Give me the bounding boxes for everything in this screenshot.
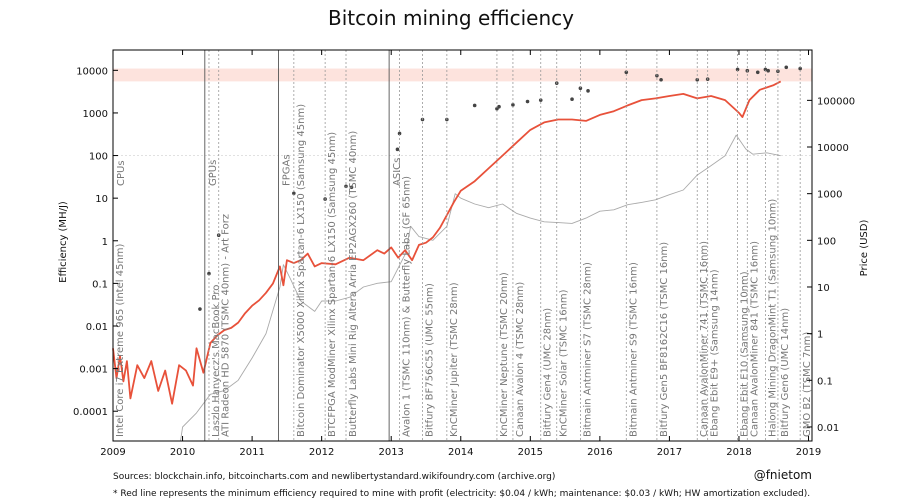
hardware-point bbox=[766, 68, 770, 73]
y2-tick-label: 100 bbox=[817, 236, 836, 247]
hardware-label: Bitmain Antminer S9 (TSMC 16nm) bbox=[628, 262, 639, 437]
hardware-point bbox=[798, 66, 802, 71]
hardware-label: Bitfury Gen4 (UMC 28nm) bbox=[543, 308, 554, 437]
y2-tick-label: 0.1 bbox=[817, 376, 833, 387]
era-markers: CPUs GPUs FPGAs ASICs bbox=[116, 50, 403, 441]
hardware-label: Bitfury BF756C55 (UMC 55nm) bbox=[425, 283, 436, 437]
y-tick-label: 0.1 bbox=[92, 279, 108, 290]
chart-title: Bitcoin mining efficiency bbox=[328, 6, 574, 30]
hardware-label: Canaan AvalonMiner 841 (TSMC 16nm) bbox=[749, 241, 760, 437]
hardware-point bbox=[472, 103, 477, 108]
y2-axis-label: Price (USD) bbox=[859, 220, 870, 277]
y2-tick-label: 0.01 bbox=[817, 423, 839, 434]
efficiency-series bbox=[112, 80, 782, 405]
hardware-label: Ebang Ebit E9+ (Samsung 14nm) bbox=[710, 269, 721, 437]
plot-frame bbox=[112, 49, 813, 442]
axes: 2009 2010 2011 2012 2013 2014 2015 2016 2017 2018… bbox=[73, 50, 855, 458]
hardware-point bbox=[397, 131, 402, 136]
x-tick-label: 2013 bbox=[378, 447, 403, 458]
hardware-point bbox=[659, 77, 663, 82]
x-tick-label: 2017 bbox=[657, 447, 682, 458]
hardware-label: Canaan Avalon 4 (TSMC 28nm) bbox=[515, 282, 526, 437]
era-label: CPUs bbox=[116, 160, 127, 186]
y2-tick-label: 100000 bbox=[817, 96, 855, 107]
hardware-label: KnCMiner Neptune (TSMC 20nm) bbox=[499, 272, 510, 437]
hardware-label: BTCFPGA ModMiner Xilinx Spartan-6 LX150 … bbox=[327, 132, 338, 437]
x-tick-label: 2018 bbox=[726, 447, 751, 458]
era-label: ASICs bbox=[392, 158, 403, 186]
hardware-label: GMO B2 (TSMC 7nm) bbox=[802, 332, 813, 437]
y-tick-label: 1000 bbox=[83, 109, 108, 120]
x-tick-label: 2015 bbox=[518, 447, 543, 458]
sources-note: Sources: blockchain.info, bitcoincharts.… bbox=[113, 472, 555, 482]
author-handle: @fnietom bbox=[754, 468, 812, 482]
hardware-label: Butterfly Labs Mini Rig Altera Arria EP2… bbox=[348, 131, 359, 437]
hardware-point bbox=[525, 99, 530, 104]
hardware-label: Intel Core i7 Extreme 965 (Intel 45nm) bbox=[115, 243, 126, 437]
y-tick-label: 0.0001 bbox=[73, 407, 108, 418]
hardware-point bbox=[763, 67, 768, 72]
hardware-point bbox=[735, 67, 740, 72]
hardware-point bbox=[570, 97, 574, 102]
hardware-point bbox=[292, 191, 296, 196]
x-tick-label: 2012 bbox=[309, 447, 334, 458]
x-tick-label: 2019 bbox=[796, 447, 821, 458]
hardware-label: Canaan AvalonMiner 741 (TSMC 16nm) bbox=[699, 241, 710, 437]
hardware-label: Bitcoin Dominator X5000 Xilinx Spartan-6… bbox=[296, 104, 307, 437]
x-tick-label: 2014 bbox=[448, 447, 473, 458]
x-tick-label: 2009 bbox=[100, 447, 125, 458]
hardware-label: Avalon 1 (TSMC 110nm) & Butterfly Labs (… bbox=[402, 176, 413, 437]
hardware-label: Ebang Ebit E10 (Samsung 10nm) bbox=[740, 271, 751, 437]
hardware-point bbox=[497, 104, 501, 109]
hardware-point bbox=[624, 70, 629, 75]
profitability-band bbox=[113, 68, 812, 82]
era-label: FPGAs bbox=[282, 154, 293, 186]
y2-tick-label: 1 bbox=[817, 330, 823, 341]
efficiency-line bbox=[112, 80, 782, 405]
y-tick-label: 100 bbox=[89, 152, 108, 163]
y2-tick-label: 10 bbox=[817, 283, 830, 294]
x-tick-label: 2010 bbox=[170, 447, 195, 458]
y-tick-label: 1 bbox=[102, 237, 108, 248]
hardware-label: Halong Mining DragonMint T1 (Samsung 10n… bbox=[767, 199, 778, 437]
hardware-label: KnCMiner Solar (TSMC 16nm) bbox=[559, 289, 570, 437]
hardware-label: Bitfury Gen6 (UMC 14nm) bbox=[780, 308, 791, 437]
y-tick-label: 10 bbox=[95, 194, 108, 205]
hardware-point bbox=[198, 307, 202, 311]
y2-tick-label: 10000 bbox=[817, 143, 849, 154]
y-tick-label: 0.001 bbox=[79, 365, 108, 376]
hardware-point bbox=[538, 98, 543, 102]
hardware-label: Bitmain Antminer S7 (TSMC 28nm) bbox=[582, 262, 593, 437]
hardware-label: Bitfury Gen5 BF8162C16 (TSMC 16nm) bbox=[659, 242, 670, 437]
hardware-point bbox=[586, 89, 590, 93]
hardware-point bbox=[755, 70, 760, 75]
y-axis-label: Efficiency (MH/J) bbox=[58, 201, 69, 283]
y-tick-label: 10000 bbox=[76, 66, 108, 77]
y2-tick-label: 1000 bbox=[817, 190, 842, 201]
hardware-point bbox=[578, 86, 583, 91]
x-tick-label: 2011 bbox=[239, 447, 264, 458]
y-tick-label: 0.01 bbox=[86, 322, 108, 333]
hardware-label: Laszlo Hanyecz's MacBook Pro bbox=[211, 285, 222, 437]
hardware-point bbox=[207, 271, 211, 276]
hardware-label: KnCMiner Jupiter (TSMC 28nm) bbox=[449, 282, 460, 437]
hardware-annotations: Intel Core i7 Extreme 965 (Intel 45nm) La… bbox=[115, 50, 813, 441]
hardware-point bbox=[511, 103, 515, 107]
era-label: GPUs bbox=[208, 160, 219, 186]
hardware-label: ATI Radeon HD 5870 (TSMC 40nm) - Art For… bbox=[221, 214, 232, 437]
hardware-point bbox=[784, 65, 789, 70]
hardware-point bbox=[349, 185, 354, 190]
footnote: * Red line represents the minimum effici… bbox=[113, 489, 810, 499]
x-tick-label: 2016 bbox=[587, 447, 612, 458]
hardware-point bbox=[395, 147, 400, 152]
profitability-band-fill bbox=[113, 68, 812, 82]
